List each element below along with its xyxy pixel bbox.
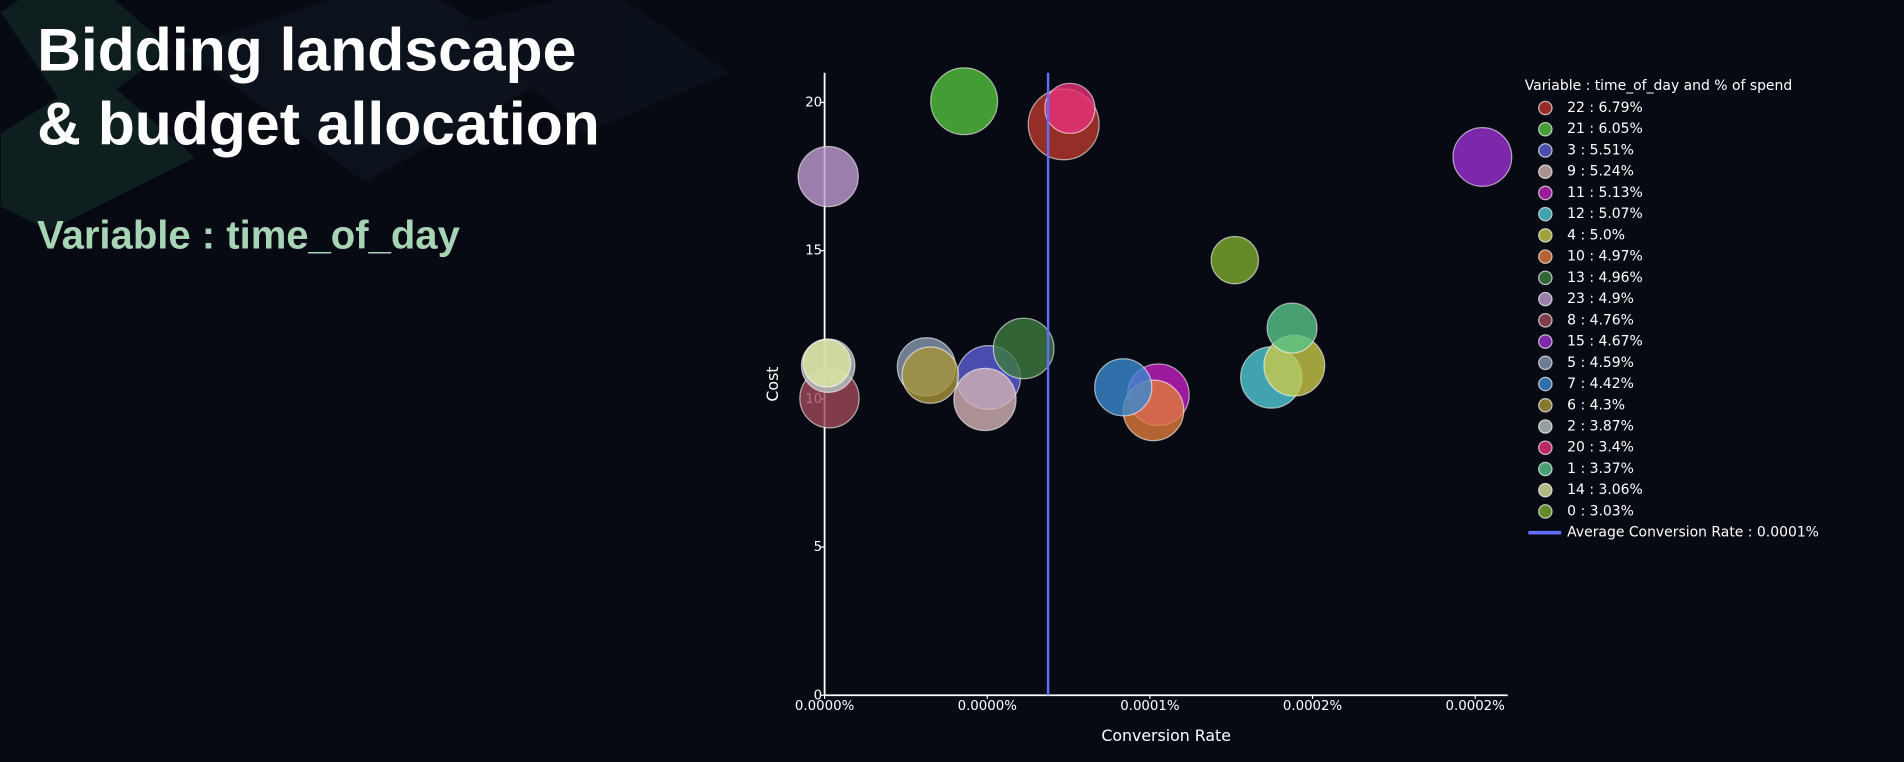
legend-marker bbox=[1538, 143, 1553, 158]
legend-label: 0 : 3.03% bbox=[1567, 503, 1634, 519]
legend-label: 21 : 6.05% bbox=[1567, 121, 1643, 137]
legend-label: 1 : 3.37% bbox=[1567, 461, 1634, 477]
bubble bbox=[1044, 82, 1096, 135]
legend-marker bbox=[1538, 121, 1553, 137]
bubble bbox=[953, 367, 1017, 432]
legend-label: 6 : 4.3% bbox=[1567, 397, 1625, 413]
legend-marker bbox=[1538, 376, 1553, 392]
legend-label: 5 : 4.59% bbox=[1567, 355, 1634, 371]
legend-marker bbox=[1538, 482, 1553, 498]
plot: 051015200.0000%0.0000%0.0001%0.0002%0.00… bbox=[763, 67, 1819, 745]
legend-label: 7 : 4.42% bbox=[1567, 376, 1634, 392]
y-tick-label: 15 bbox=[805, 244, 822, 259]
bubble bbox=[802, 338, 852, 388]
x-tick-label: 0.0000% bbox=[958, 699, 1017, 714]
x-tick-label: 0.0002% bbox=[1283, 699, 1342, 714]
legend-label: 13 : 4.96% bbox=[1567, 270, 1643, 286]
bubble bbox=[1452, 127, 1513, 187]
legend-marker bbox=[1538, 206, 1553, 222]
y-tick-label: 5 bbox=[814, 540, 822, 555]
legend-marker bbox=[1538, 504, 1553, 519]
legend-title: Variable : time_of_day and % of spend bbox=[1525, 78, 1792, 94]
legend-marker bbox=[1538, 313, 1553, 328]
legend-label: 8 : 4.76% bbox=[1567, 312, 1634, 328]
y-axis-label: Cost bbox=[763, 367, 782, 402]
legend-label: 15 : 4.67% bbox=[1567, 334, 1643, 350]
page-subtitle: Variable : time_of_day bbox=[37, 213, 460, 257]
legend-marker bbox=[1538, 419, 1553, 434]
legend-label: Average Conversion Rate : 0.0001% bbox=[1567, 525, 1819, 541]
y-tick-label: 0 bbox=[814, 688, 822, 703]
legend-label: 2 : 3.87% bbox=[1567, 419, 1634, 435]
legend-marker bbox=[1538, 185, 1553, 201]
legend-label: 4 : 5.0% bbox=[1567, 227, 1625, 243]
decoration bbox=[0, 0, 729, 231]
x-axis-label: Conversion Rate bbox=[1101, 726, 1231, 745]
legend-label: 12 : 5.07% bbox=[1567, 206, 1643, 222]
bubble bbox=[901, 346, 960, 404]
legend-marker bbox=[1538, 461, 1553, 477]
legend-label: 14 : 3.06% bbox=[1567, 482, 1643, 498]
legend-marker bbox=[1538, 249, 1553, 264]
legend-label: 23 : 4.9% bbox=[1567, 291, 1634, 307]
page-title: Bidding landscape bbox=[37, 16, 576, 84]
bubble bbox=[1210, 235, 1260, 285]
y-tick-label: 20 bbox=[805, 95, 822, 110]
legend-marker bbox=[1538, 355, 1553, 371]
legend-marker bbox=[1538, 270, 1553, 286]
legend-marker bbox=[1538, 164, 1553, 179]
legend-label: 22 : 6.79% bbox=[1567, 100, 1643, 116]
x-tick-label: 0.0000% bbox=[795, 699, 854, 714]
legend-label: 10 : 4.97% bbox=[1567, 249, 1643, 265]
legend-marker bbox=[1538, 228, 1553, 243]
page-title: & budget allocation bbox=[37, 90, 600, 158]
legend-marker bbox=[1538, 291, 1553, 307]
bubble bbox=[1266, 302, 1318, 354]
x-tick-label: 0.0002% bbox=[1446, 699, 1505, 714]
legend-marker bbox=[1538, 440, 1553, 456]
legend-label: 3 : 5.51% bbox=[1567, 142, 1634, 158]
bubble bbox=[1094, 358, 1153, 417]
bubble bbox=[930, 67, 999, 136]
legend-label: 20 : 3.4% bbox=[1567, 440, 1634, 456]
legend-marker bbox=[1538, 100, 1553, 116]
bubble bbox=[992, 317, 1055, 380]
x-tick-label: 0.0001% bbox=[1120, 699, 1179, 714]
bubble bbox=[797, 145, 859, 208]
legend-marker bbox=[1538, 397, 1553, 413]
legend-label: 11 : 5.13% bbox=[1567, 185, 1643, 201]
legend-marker bbox=[1538, 334, 1553, 349]
legend-label: 9 : 5.24% bbox=[1567, 164, 1634, 180]
